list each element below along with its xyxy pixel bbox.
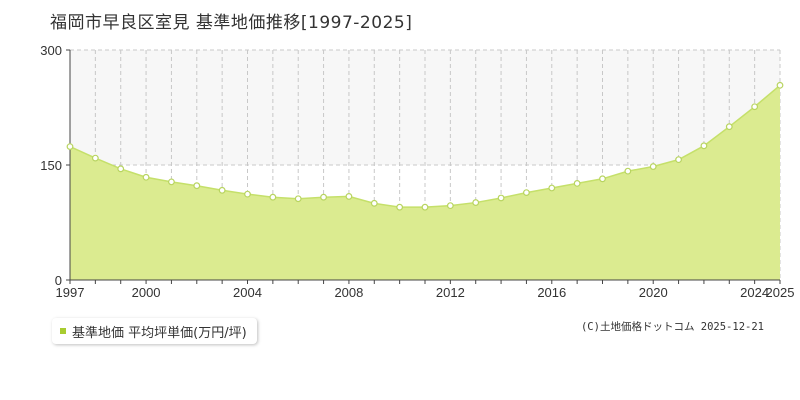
- data-point: [218, 186, 226, 194]
- legend: 基準地価 平均坪単価(万円/坪): [52, 318, 257, 344]
- data-point: [700, 142, 708, 150]
- data-point: [624, 167, 632, 175]
- data-point: [548, 184, 556, 192]
- data-point: [573, 179, 581, 187]
- data-point: [751, 103, 759, 111]
- data-point: [725, 123, 733, 131]
- area-fill: [70, 85, 780, 281]
- data-point: [675, 156, 682, 164]
- data-point: [193, 182, 201, 190]
- data-point: [269, 193, 277, 201]
- data-point: [244, 190, 251, 198]
- data-point: [472, 199, 480, 206]
- data-point: [497, 194, 505, 202]
- chart-title: 福岡市早良区室見 基準地価推移[1997-2025]: [50, 13, 413, 33]
- x-tick-label: 2020: [639, 285, 668, 300]
- data-point: [91, 154, 99, 162]
- data-point: [776, 81, 784, 89]
- x-tick-label: 2012: [436, 285, 465, 300]
- copyright-credit: (C)土地価格ドットコム 2025-12-21: [580, 321, 764, 333]
- x-tick-label: 1997: [56, 285, 85, 300]
- x-tick-label: 2025: [766, 285, 795, 300]
- data-point: [446, 202, 454, 210]
- data-point: [345, 193, 353, 200]
- data-point: [168, 178, 175, 186]
- y-tick-label: 0: [55, 273, 62, 288]
- data-point: [294, 195, 302, 203]
- data-point: [599, 175, 606, 183]
- x-tick-label: 2000: [132, 285, 161, 300]
- y-tick-label: 300: [40, 43, 62, 58]
- data-point: [320, 193, 327, 201]
- data-point: [523, 189, 530, 197]
- y-tick-label: 150: [40, 158, 62, 173]
- legend-swatch: [60, 328, 66, 334]
- data-point: [142, 173, 150, 181]
- x-tick-label: 2024: [740, 285, 769, 300]
- data-point: [66, 143, 74, 151]
- data-point: [649, 163, 657, 170]
- legend-label: 基準地価 平均坪単価(万円/坪): [72, 325, 247, 341]
- data-point: [421, 203, 429, 211]
- data-point: [370, 199, 378, 207]
- x-tick-label: 2008: [334, 285, 363, 300]
- x-tick-label: 2004: [233, 285, 262, 300]
- x-tick-label: 2016: [537, 285, 566, 300]
- data-point: [396, 203, 404, 211]
- data-point: [117, 165, 125, 173]
